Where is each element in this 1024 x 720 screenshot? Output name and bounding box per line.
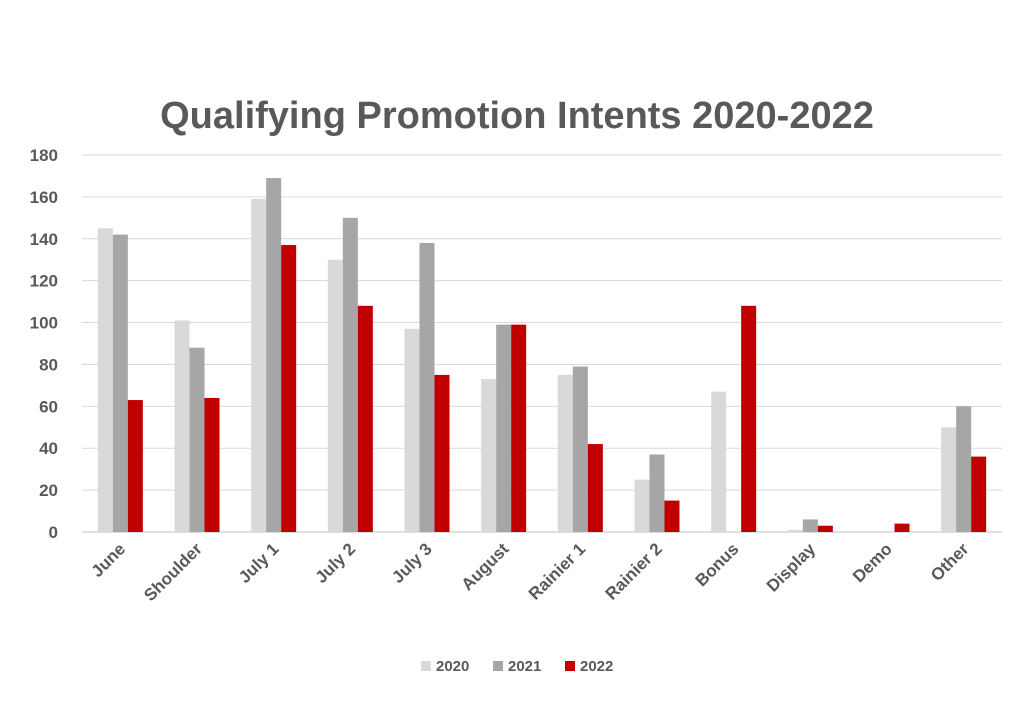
x-category-label: Demo <box>849 539 896 586</box>
chart-title: Qualifying Promotion Intents 2020-2022 <box>160 95 874 137</box>
legend: 2020 2021 2022 <box>421 658 613 675</box>
y-tick-label: 20 <box>39 481 58 500</box>
bar-2022-bonus <box>741 305 757 532</box>
bar-2022-demo <box>894 523 910 532</box>
bar-2020-july-3 <box>404 328 420 532</box>
y-tick-label: 180 <box>30 146 58 165</box>
gridlines <box>82 154 1002 533</box>
bar-2021-july-2 <box>342 217 358 533</box>
bar-2021-july-1 <box>266 178 282 533</box>
bar-2020-other <box>941 427 957 532</box>
bar-2020-rainier-2 <box>634 479 650 532</box>
legend-swatch-2020 <box>421 661 431 671</box>
bar-2021-rainier-1 <box>572 366 588 532</box>
x-category-label: July 3 <box>388 539 436 587</box>
legend-label-2020: 2020 <box>436 658 469 675</box>
bar-2022-july-1 <box>281 245 297 533</box>
y-axis-tick-labels: 0 20 40 60 80 100 120 140 160 180 <box>30 146 58 542</box>
legend-label-2022: 2022 <box>580 658 613 675</box>
x-category-label: Rainier 2 <box>602 539 666 603</box>
bar-2020-july-1 <box>251 198 267 532</box>
y-tick-label: 140 <box>30 230 58 249</box>
bar-2022-june <box>127 400 143 532</box>
bar-2021-shoulder <box>189 347 205 532</box>
legend-swatch-2022 <box>565 661 575 671</box>
x-axis-category-labels: June Shoulder July 1 July 2 July 3 August Rain… <box>88 539 973 605</box>
y-tick-label: 80 <box>39 355 58 374</box>
bar-2021-rainier-2 <box>649 454 665 532</box>
bar-2020-shoulder <box>174 320 190 532</box>
x-category-label: Display <box>763 539 820 596</box>
bars <box>97 178 987 533</box>
x-category-label: Other <box>927 539 973 585</box>
y-tick-label: 0 <box>49 523 58 542</box>
bar-2021-august <box>496 324 512 532</box>
x-category-label: July 2 <box>312 539 360 587</box>
bar-2020-display <box>787 529 803 532</box>
bar-2021-other <box>956 406 972 532</box>
bar-2022-rainier-2 <box>664 500 680 532</box>
x-category-label: Shoulder <box>140 539 206 605</box>
y-tick-label: 40 <box>39 439 58 458</box>
y-tick-label: 160 <box>30 188 58 207</box>
x-category-label: June <box>88 539 129 580</box>
x-category-label: Bonus <box>692 539 743 590</box>
bar-2020-bonus <box>711 391 727 532</box>
bar-2022-other <box>971 456 987 532</box>
bar-2021-july-3 <box>419 242 435 532</box>
bar-2022-rainier-1 <box>587 444 603 532</box>
bar-2022-august <box>511 324 527 532</box>
bar-2020-august <box>481 379 497 532</box>
bar-2020-july-2 <box>327 259 343 532</box>
x-category-label: August <box>458 539 513 594</box>
bar-2022-july-2 <box>357 305 373 532</box>
bar-2020-rainier-1 <box>557 374 573 532</box>
y-tick-label: 120 <box>30 272 58 291</box>
x-category-label: Rainier 1 <box>525 539 589 603</box>
bar-2020-june <box>97 228 113 533</box>
legend-swatch-2021 <box>493 661 503 671</box>
bar-2022-display <box>817 525 833 532</box>
bar-2021-display <box>802 519 818 532</box>
y-tick-label: 100 <box>30 314 58 333</box>
legend-label-2021: 2021 <box>508 658 541 675</box>
bar-2022-july-3 <box>434 374 450 532</box>
y-tick-label: 60 <box>39 397 58 416</box>
bar-2021-june <box>112 234 128 533</box>
x-category-label: July 1 <box>235 539 283 587</box>
bar-2022-shoulder <box>204 397 220 532</box>
